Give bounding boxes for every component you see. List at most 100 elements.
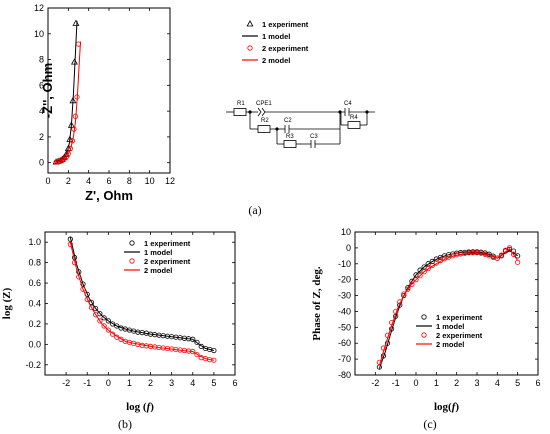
data-point-1-experiment <box>72 19 80 26</box>
data-point-2-experiment <box>80 286 86 292</box>
data-point-1-experiment <box>114 323 120 329</box>
circuit-labels: R1 CPE1 R2 C2 R3 C3 C4 R4 <box>237 101 358 140</box>
x-tick-label: 6 <box>106 176 111 186</box>
y-tick-label: 0 <box>346 243 351 253</box>
legend-label: 2 model <box>262 56 290 65</box>
panel-a-nyquist-plot: 0 2 4 6 8 10 12 0 2 4 6 8 10 12 Z', Ohm -Z'', Ohm 1 expe… <box>34 3 309 203</box>
x-tick-label: 1 <box>127 378 132 388</box>
caption-a: (a) <box>248 203 261 217</box>
circuit-label-c3: C3 <box>310 134 318 140</box>
legend-label: 2 experiment <box>144 257 191 266</box>
y-tick-label: 10 <box>341 227 351 237</box>
x-tick-label: 2 <box>454 378 459 388</box>
x-tick-label: 1 <box>434 378 439 388</box>
data-point-1-experiment <box>109 321 116 327</box>
series-line-1-model <box>69 236 215 351</box>
x-tick-label: 3 <box>474 378 479 388</box>
y-tick-label: 0.0 <box>28 339 41 349</box>
circuit-label-r2: R2 <box>261 118 269 124</box>
y-tick-label: 8 <box>39 55 44 65</box>
y-tick-label: 0 <box>39 158 44 168</box>
x-tick-label: 0 <box>106 378 111 388</box>
y-tick-label: 12 <box>34 3 44 13</box>
data-point-2-experiment <box>417 273 423 279</box>
data-point-2-experiment <box>97 318 103 324</box>
data-point-2-experiment <box>515 259 521 265</box>
x-tick-label: 12 <box>165 176 175 186</box>
data-point-2-experiment <box>93 312 99 318</box>
panel-c-phase-plot: -2 -1 0 1 2 3 4 5 6-80-70-60-50-40-30-20-10010lo… <box>311 227 541 413</box>
data-point-1-experiment <box>64 144 72 151</box>
data-point-2-experiment <box>194 351 200 358</box>
x-axis-label-part: ) <box>455 401 459 413</box>
y-tick-label: -60 <box>338 338 351 348</box>
x-tick-label: 10 <box>145 176 155 186</box>
legend-swatch <box>421 332 427 338</box>
data-point-2-experiment <box>67 241 73 247</box>
legend-label: 2 model <box>144 266 172 275</box>
y-tick-label: 4 <box>39 106 44 116</box>
data-point-2-experiment <box>494 255 500 261</box>
legend-label: 1 experiment <box>262 20 309 29</box>
data-point-2-experiment <box>118 336 124 342</box>
data-point-1-experiment <box>401 292 407 299</box>
x-tick-label: 4 <box>190 378 195 388</box>
x-axis-label-part: log( <box>434 401 452 413</box>
x-tick-label: 2 <box>66 176 71 186</box>
y-tick-label: -70 <box>338 354 351 364</box>
circuit-label-r1: R1 <box>237 101 245 107</box>
legend-label: 2 experiment <box>436 331 483 340</box>
data-point-2-experiment <box>421 269 427 275</box>
y-tick-label: 0.6 <box>28 278 41 288</box>
plot-frame <box>354 231 539 376</box>
legend-label: 1 experiment <box>436 313 483 322</box>
y-tick-label: 0.4 <box>28 299 41 309</box>
circuit-label-r3: R3 <box>286 134 294 140</box>
legend-swatch <box>246 20 254 27</box>
y-tick-label: -20 <box>338 275 351 285</box>
y-axis-label: -Z'', Ohm <box>40 63 55 118</box>
data-point-2-experiment <box>510 251 517 257</box>
series-line-1-model <box>55 20 78 163</box>
data-point-1-experiment <box>105 318 111 324</box>
x-tick-label: -2 <box>371 378 379 388</box>
x-axis-label-part: ) <box>150 401 154 413</box>
y-tick-label: 0.8 <box>28 258 41 268</box>
data-point-1-experiment <box>101 315 107 321</box>
x-tick-label: -1 <box>392 378 400 388</box>
data-point-2-experiment <box>88 304 95 311</box>
circuit-label-c2: C2 <box>284 118 292 124</box>
data-point-2-experiment <box>84 296 90 303</box>
x-tick-label: 5 <box>515 378 520 388</box>
data-point-2-experiment <box>101 323 107 329</box>
x-axis-label-part: f <box>452 401 457 413</box>
x-tick-label: 4 <box>495 378 500 388</box>
data-point-2-experiment <box>405 286 411 292</box>
y-tick-label: -50 <box>338 322 351 332</box>
data-point-2-experiment <box>105 327 111 333</box>
data-point-2-experiment <box>65 151 71 157</box>
data-point-2-experiment <box>409 281 415 288</box>
series-line-1-model <box>378 249 518 369</box>
legend-label: 1 model <box>144 248 172 257</box>
legend-swatch <box>129 240 135 246</box>
x-tick-label: 6 <box>535 378 540 388</box>
y-tick-label: -10 <box>338 259 351 269</box>
circuit-label-r4: R4 <box>350 115 358 121</box>
series-line-2-model <box>378 247 519 366</box>
x-axis-label: log (f) <box>126 401 154 413</box>
caption-b: (b) <box>118 417 132 431</box>
y-axis-label: log (Z) <box>1 287 13 319</box>
data-point-1-experiment <box>194 339 200 345</box>
x-axis-label: Z', Ohm <box>85 188 133 203</box>
plot-frame <box>47 7 171 174</box>
x-tick-label: 8 <box>127 176 132 186</box>
legend-label: 1 experiment <box>144 239 191 248</box>
series-line-2-model <box>69 242 214 361</box>
y-tick-label: 2 <box>39 132 44 142</box>
y-tick-label: -0.2 <box>25 360 41 370</box>
x-tick-label: 4 <box>86 176 91 186</box>
y-tick-label: 0.2 <box>28 319 41 329</box>
x-axis-label: log(f) <box>434 401 459 413</box>
y-tick-label: 10 <box>34 29 44 39</box>
